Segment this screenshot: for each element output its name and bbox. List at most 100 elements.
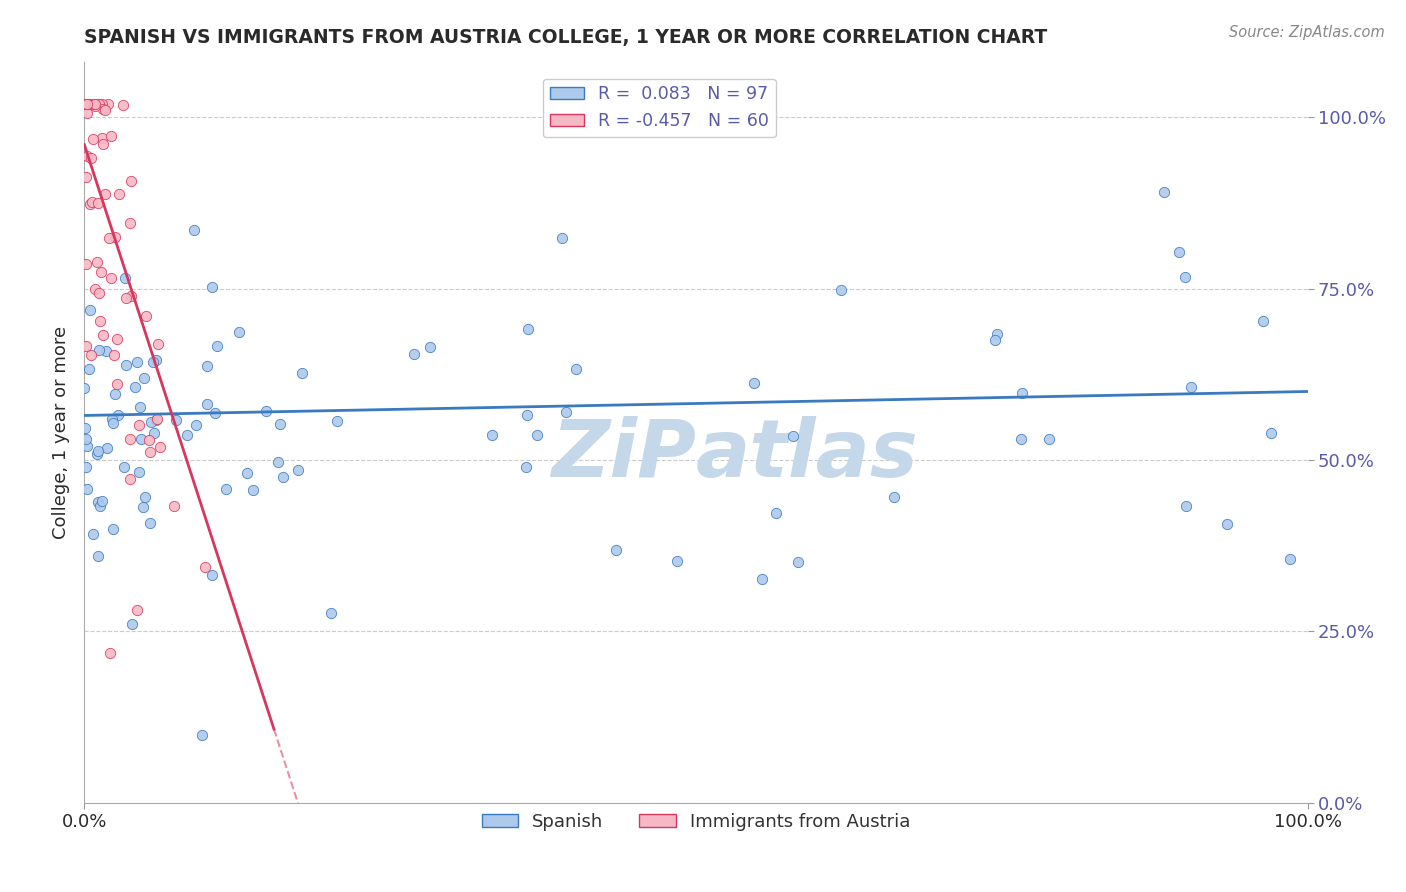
Point [103,230,125,244]
Point [1167,245,1189,260]
Point [75,339,97,353]
Point [89,96,111,111]
Point [127,603,149,617]
Point [148,337,170,351]
Point [115,291,138,305]
Point [191,728,214,742]
Point [114,271,136,285]
Point [98,646,121,660]
Point [215,483,238,497]
Point [565,361,588,376]
Point [984,334,1007,348]
Point [194,559,217,574]
Point [127,355,149,369]
Point [782,429,804,443]
Point [87,196,110,211]
Point [97,96,120,111]
Point [76,439,98,453]
Point [120,174,142,188]
Text: Source: ZipAtlas.com: Source: ZipAtlas.com [1229,25,1385,40]
Point [87,495,110,509]
Point [138,433,160,447]
Point [73,96,96,111]
Point [554,404,576,418]
Point [87,443,110,458]
Point [481,428,503,442]
Point [195,397,218,411]
Point [83,282,105,296]
Point [142,426,165,441]
Point [165,413,187,427]
Point [80,348,103,362]
Point [75,257,97,271]
Point [176,428,198,442]
Point [82,526,104,541]
Point [228,326,250,340]
Point [163,499,186,513]
Point [80,194,103,209]
Text: SPANISH VS IMMIGRANTS FROM AUSTRIA COLLEGE, 1 YEAR OR MORE CORRELATION CHART: SPANISH VS IMMIGRANTS FROM AUSTRIA COLLE… [84,28,1047,47]
Point [82,131,104,145]
Point [73,420,96,434]
Point [79,151,101,165]
Point [77,362,100,376]
Point [101,412,124,426]
Point [76,105,98,120]
Text: ZiP: ZiP [551,416,696,494]
Point [124,380,146,394]
Point [742,376,765,391]
Point [751,572,773,586]
Point [138,516,160,530]
Point [107,408,129,422]
Point [139,416,162,430]
Point [204,406,226,420]
Point [91,131,114,145]
Point [236,466,259,480]
Point [97,231,120,245]
Point [254,404,277,418]
Point [145,412,167,426]
Point [326,414,349,428]
Point [100,271,122,285]
Point [183,223,205,237]
Point [128,465,150,479]
Point [526,428,548,442]
Point [73,381,96,395]
Point [76,96,98,111]
Point [103,522,125,536]
Point [79,96,101,111]
Point [269,417,291,432]
Point [787,555,810,569]
Point [1038,432,1060,446]
Point [1251,314,1274,328]
Point [94,187,117,202]
Point [96,441,118,455]
Point [139,445,162,459]
Point [94,103,117,118]
Point [132,500,155,514]
Point [271,470,294,484]
Point [76,149,98,163]
Y-axis label: College, 1 year or more: College, 1 year or more [52,326,70,539]
Point [132,370,155,384]
Point [75,433,97,447]
Point [184,418,207,433]
Point [91,328,114,343]
Point [86,254,108,268]
Point [103,348,125,362]
Point [87,96,110,111]
Point [128,418,150,433]
Point [89,314,111,328]
Point [115,358,138,372]
Point [419,340,441,354]
Legend: Spanish, Immigrants from Austria: Spanish, Immigrants from Austria [474,805,918,838]
Point [321,606,343,620]
Point [89,500,111,514]
Point [515,459,537,474]
Point [145,412,167,426]
Point [75,170,97,185]
Point [267,455,290,469]
Point [120,433,142,447]
Point [1260,425,1282,440]
Point [149,440,172,454]
